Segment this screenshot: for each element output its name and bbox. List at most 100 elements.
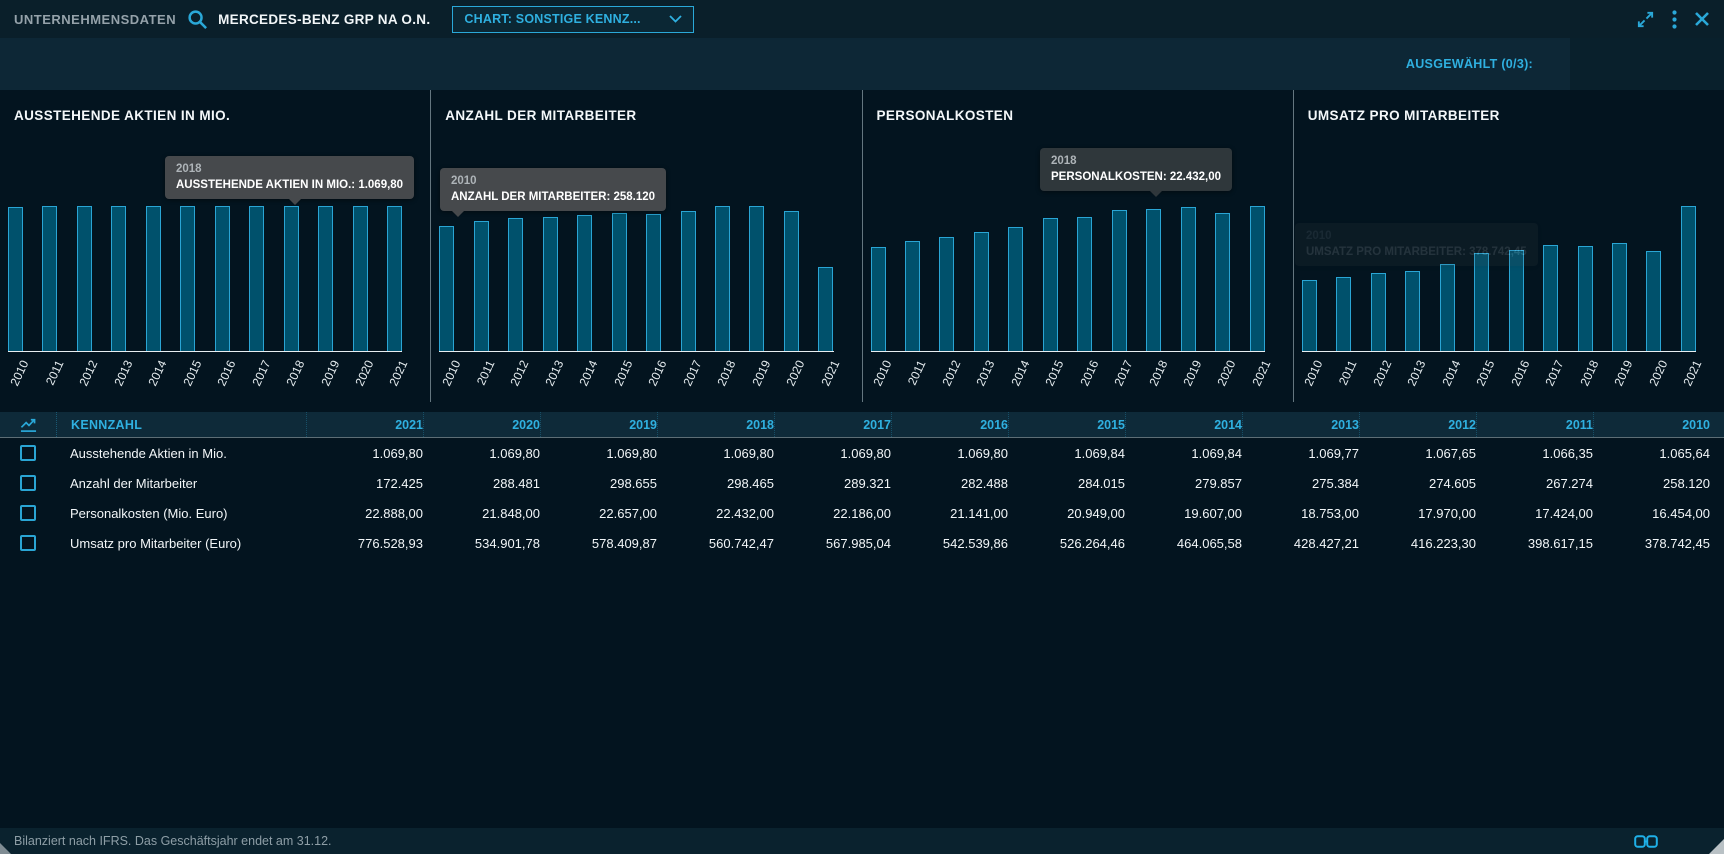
bar-2016[interactable]	[214, 206, 230, 351]
metric-value-2011: 1.066,35	[1542, 445, 1593, 461]
metric-value-2016: 282.488	[961, 475, 1008, 491]
bar-2016[interactable]	[646, 214, 662, 351]
tooltip-year: 2010	[451, 175, 477, 187]
bar-2013[interactable]	[542, 217, 558, 351]
x-tick-2021: 2021	[1680, 358, 1705, 389]
bar-2017[interactable]	[680, 211, 696, 351]
bar-2014[interactable]	[145, 206, 161, 351]
bar-2021[interactable]	[387, 206, 403, 351]
bar-2013[interactable]	[973, 232, 989, 351]
bar-2019[interactable]	[1180, 207, 1196, 351]
window-controls	[1636, 9, 1710, 29]
bar-2010[interactable]	[1301, 280, 1317, 351]
chart-panel-personalkosten: PERSONALKOSTEN 2010 2011 2012 2013 2014 2015 2…	[861, 90, 1293, 402]
bar-2018[interactable]	[283, 206, 299, 351]
table-row: Umsatz pro Mitarbeiter (Euro) 776.528,93 5…	[0, 528, 1724, 558]
bar-2011[interactable]	[42, 206, 58, 351]
bar-2011[interactable]	[473, 221, 489, 351]
row-checkbox[interactable]	[20, 505, 36, 521]
metric-value-2011: 267.274	[1546, 475, 1593, 491]
metric-value-2021: 776.528,93	[357, 535, 423, 551]
metric-value-2015: 20.949,00	[1067, 505, 1125, 521]
bar-2014[interactable]	[1008, 227, 1024, 351]
metric-value-2018: 298.465	[727, 475, 774, 491]
bar-2012[interactable]	[508, 218, 524, 351]
metric-value-2014: 464.065,58	[1176, 535, 1242, 551]
bar-2010[interactable]	[870, 247, 886, 351]
chart-panel-umsatz-pro-mitarbeiter: UMSATZ PRO MITARBEITER 2010 2011 2012 2013 2…	[1292, 90, 1724, 402]
bar-2015[interactable]	[1042, 218, 1058, 351]
bar-2020[interactable]	[1215, 213, 1231, 351]
chart-icon	[20, 418, 36, 432]
x-tick-2014: 2014	[145, 358, 170, 389]
tooltip-anzahl-mitarbeiter-2010: 2010 ANZAHL DER MITARBEITER: 258.120	[440, 168, 667, 217]
bar-2015[interactable]	[180, 206, 196, 351]
app-title: UNTERNEHMENSDATEN	[14, 11, 177, 27]
bar-2013[interactable]	[1405, 271, 1421, 351]
bar-2011[interactable]	[1336, 277, 1352, 351]
metric-value-2012: 416.223,30	[1410, 535, 1476, 551]
resize-grip-bottom-right[interactable]	[1709, 839, 1724, 854]
bar-2012[interactable]	[1370, 273, 1386, 351]
x-tick-2021: 2021	[386, 358, 411, 389]
row-checkbox[interactable]	[20, 445, 36, 461]
bar-2016[interactable]	[1077, 217, 1093, 351]
x-tick-2015: 2015	[1473, 358, 1498, 389]
bar-2021[interactable]	[818, 267, 834, 351]
bar-2017[interactable]	[249, 206, 265, 351]
metric-value-2016: 542.539,86	[942, 535, 1008, 551]
x-tick-2011: 2011	[473, 358, 498, 388]
bar-2012[interactable]	[939, 237, 955, 351]
close-icon[interactable]	[1694, 11, 1710, 27]
search-icon[interactable]	[186, 8, 209, 31]
bar-2021[interactable]	[1680, 206, 1696, 351]
bar-2015[interactable]	[611, 213, 627, 351]
col-header-2013: 2013	[1242, 412, 1359, 437]
row-checkbox[interactable]	[20, 475, 36, 491]
bar-2010[interactable]	[439, 226, 455, 351]
x-tick-2018: 2018	[283, 358, 308, 389]
bar-2019[interactable]	[318, 206, 334, 351]
bar-2018[interactable]	[1146, 209, 1162, 351]
table-body: Ausstehende Aktien in Mio. 1.069,80 1.069,…	[0, 438, 1724, 558]
x-tick-2012: 2012	[507, 358, 532, 389]
chart-select-dropdown[interactable]: CHART: SONSTIGE KENNZ...	[452, 5, 694, 33]
expand-icon[interactable]	[1636, 10, 1655, 29]
bar-2016[interactable]	[1508, 250, 1524, 351]
metric-value-2010: 378.742,45	[1644, 535, 1710, 551]
row-checkbox[interactable]	[20, 535, 36, 551]
bar-2014[interactable]	[1439, 264, 1455, 351]
metric-value-2021: 22.888,00	[365, 505, 423, 521]
bar-2017[interactable]	[1543, 245, 1559, 351]
resize-grip-bottom-left[interactable]	[0, 843, 11, 854]
metric-value-2020: 288.481	[493, 475, 540, 491]
bar-2014[interactable]	[577, 215, 593, 351]
bar-2011[interactable]	[904, 241, 920, 351]
metric-value-2017: 567.985,04	[825, 535, 891, 551]
chart-toggle-header-cell	[0, 412, 56, 437]
bar-2019[interactable]	[749, 206, 765, 351]
bar-2021[interactable]	[1249, 206, 1265, 351]
bar-2018[interactable]	[715, 206, 730, 351]
metric-value-2021: 172.425	[376, 475, 423, 491]
bar-2010[interactable]	[8, 207, 23, 351]
bar-2013[interactable]	[111, 206, 127, 351]
metric-value-2010: 1.065,64	[1659, 445, 1710, 461]
bar-2017[interactable]	[1111, 210, 1127, 351]
bar-2020[interactable]	[1646, 251, 1662, 351]
bar-2015[interactable]	[1474, 253, 1490, 351]
selected-counter-label: AUSGEWÄHLT (0/3):	[1405, 57, 1533, 71]
x-axis-labels: 2010 2011 2012 2013 2014 2015 2016 2017 2018 2019…	[439, 354, 842, 398]
metric-value-2021: 1.069,80	[372, 445, 423, 461]
metric-value-2013: 428.427,21	[1293, 535, 1359, 551]
bar-2019[interactable]	[1611, 243, 1627, 351]
checkbox-cell	[0, 535, 56, 551]
metrics-table: KENNZAHL 2021 2020 2019 2018 2017 2016 2015 201…	[0, 412, 1724, 558]
chart-title: AUSSTEHENDE AKTIEN IN MIO.	[14, 108, 231, 123]
kebab-menu-icon[interactable]	[1672, 9, 1677, 29]
bar-2018[interactable]	[1577, 246, 1593, 351]
bar-2020[interactable]	[783, 211, 799, 351]
bar-2020[interactable]	[352, 206, 368, 351]
metric-label: Personalkosten (Mio. Euro)	[70, 505, 228, 521]
bar-2012[interactable]	[76, 206, 92, 351]
